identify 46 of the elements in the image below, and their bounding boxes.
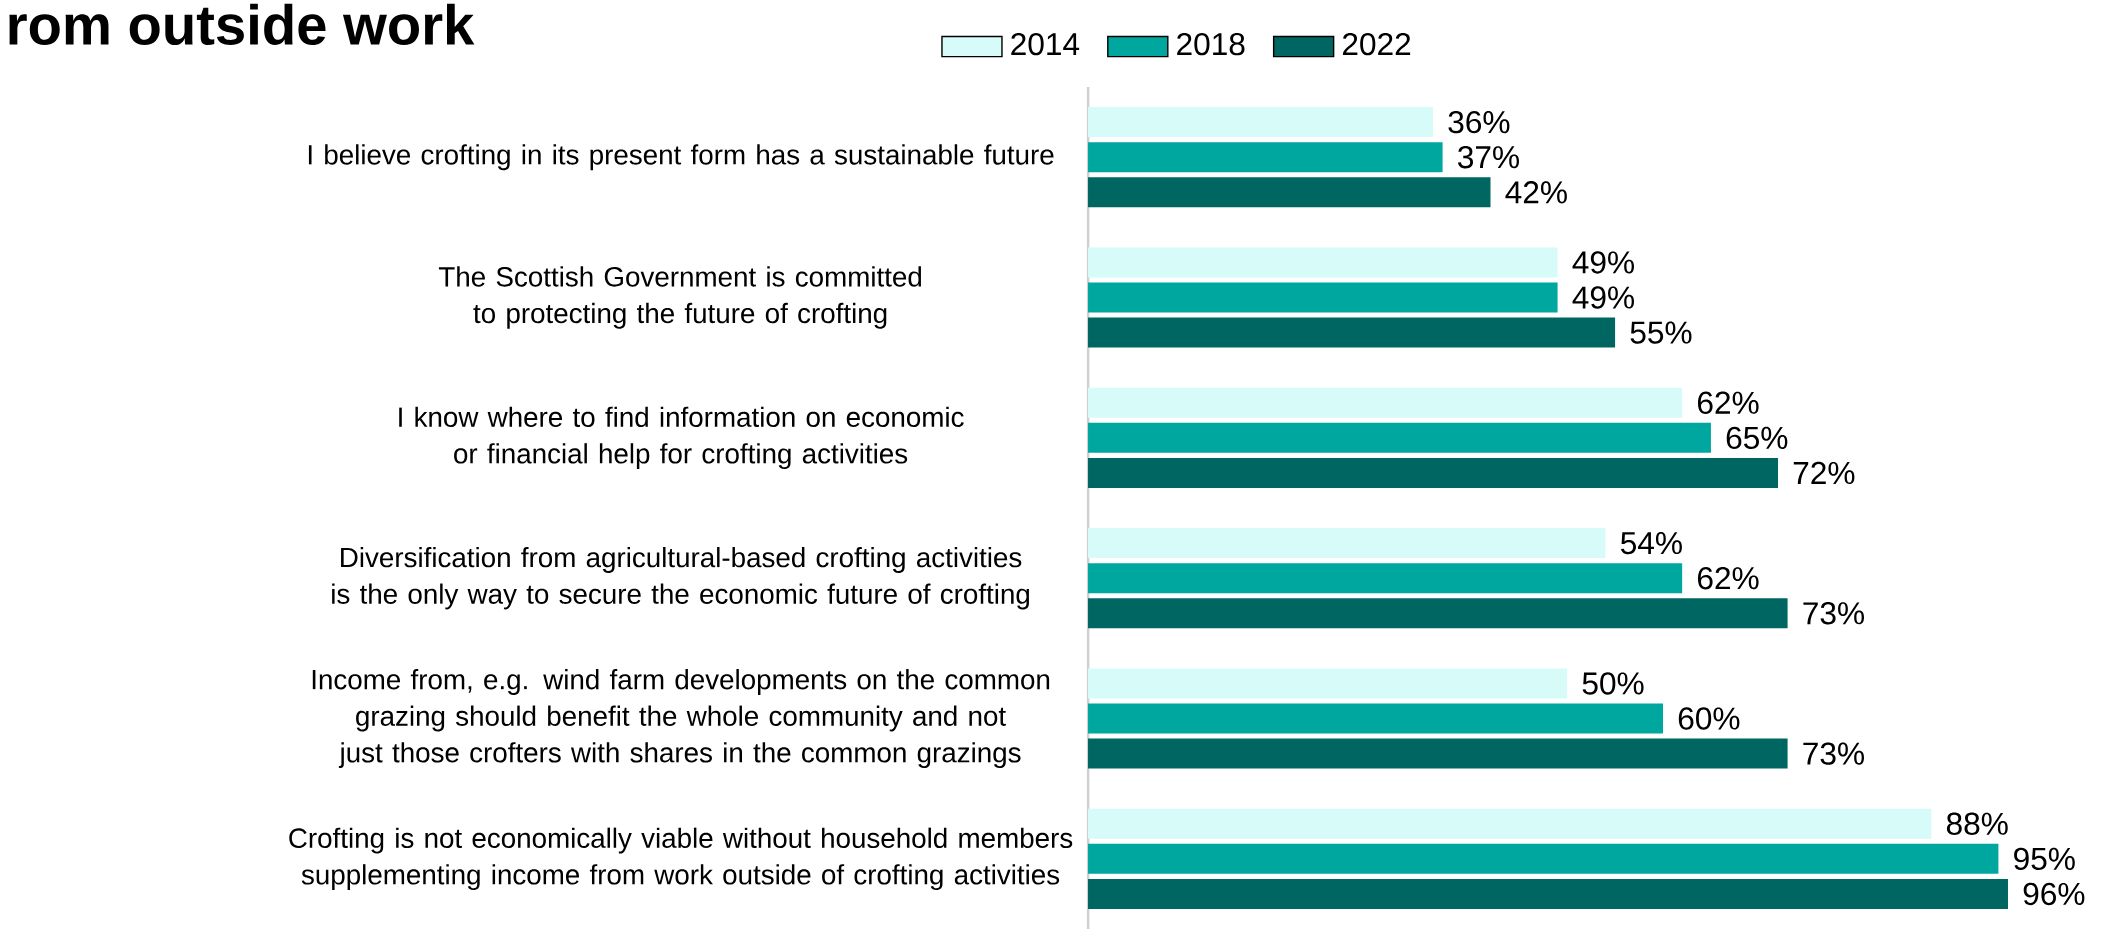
data-label: 62% [1697,566,1759,590]
data-label: 37% [1458,145,1519,169]
data-label: 96% [2023,882,2085,906]
bar [1088,703,1663,734]
data-label: 49% [1572,251,1634,274]
bar [1088,843,1999,874]
bar [1088,142,1443,173]
text: rom outside work [9,3,475,46]
data-label: 73% [1803,602,1864,625]
data-label: 65% [1726,426,1788,450]
bar [1088,387,1683,418]
bar [1088,317,1616,348]
y-tick-label: Income from, e.g. wind farm developments on the common grazing should benefit the whole community and not just those crofters with shares in the common grazings [312,669,1050,769]
bar [1088,282,1558,313]
bar [1088,457,1778,488]
data-label: 36% [1448,110,1510,134]
data-label: 88% [1946,812,2008,835]
bar [1088,598,1788,629]
y-tick-label: Diversification from agricultural-based crofting activities is the only way to secure the economic future of crofting [332,546,1030,610]
data-label: 49% [1572,286,1634,309]
bar [1088,878,2008,909]
data-label: 73% [1803,742,1864,765]
bar [1088,563,1683,594]
legend-label: 2018 [1177,32,1245,56]
y-tick-label: The Scottish Government is committed to protecting the future of crofting [438,266,922,329]
data-label: 60% [1678,707,1740,730]
bar [1088,247,1558,278]
data-label: 54% [1620,531,1682,555]
y-tick-label: I believe crofting in its present form has a sustainable future [308,144,1054,171]
bar [1088,668,1568,699]
data-label: 72% [1793,461,1855,485]
bar [1088,107,1434,138]
data-label: 50% [1582,672,1644,695]
bar [1088,528,1606,559]
bar [1088,808,1932,839]
data-label: 95% [2014,847,2075,871]
bar [1088,422,1711,453]
data-label: 42% [1505,181,1567,204]
data-label: 55% [1630,321,1692,344]
data-label: 62% [1697,391,1759,414]
bar [1088,738,1788,769]
y-tick-label: I know where to find information on economic or financial help for crofting activities [399,406,964,470]
legend-label: 2022 [1342,32,1411,56]
y-tick-label: Crofting is not economically viable without household members supplementing income from work outside of crofting activities [289,827,1073,891]
bar [1088,177,1491,208]
legend-label: 2014 [1011,32,1080,56]
